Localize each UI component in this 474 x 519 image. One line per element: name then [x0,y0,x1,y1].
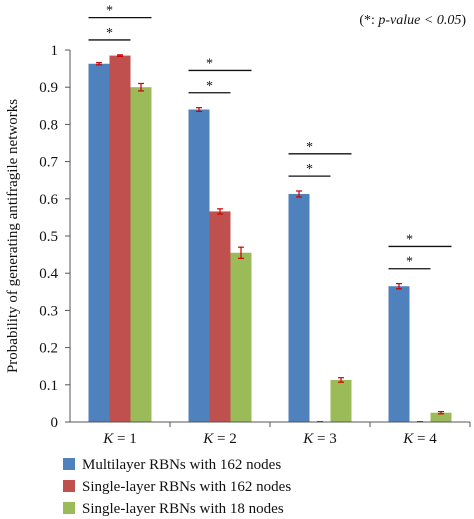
significance-star: * [106,4,113,19]
legend: Multilayer RBNs with 162 nodes Single-lay… [63,457,291,517]
significance-note: (*: p-value < 0.05) [359,13,466,28]
x-tick-label-var: K [102,431,114,447]
significance-star: * [406,255,413,270]
bar [430,412,452,422]
significance-star: * [206,79,213,94]
bar [388,286,410,422]
bar [188,109,210,423]
bars [88,55,452,423]
bar [209,211,231,422]
x-tick-label: K = 1 [102,431,136,447]
y-axis-title-group: Probability of generating antifragile ne… [5,99,21,373]
y-tick-label: 0.5 [39,229,58,245]
legend-swatch [63,458,75,470]
x-tick-label-var: K [202,431,214,447]
significance-star: * [106,26,113,41]
x-tick-label: K = 2 [202,431,236,447]
y-tick-label: 0 [51,415,59,431]
y-tick-label: 1 [51,43,59,59]
y-tick-label: 0.2 [39,341,58,357]
bar [288,193,310,422]
bar [330,379,352,422]
bar [130,87,152,422]
note-suffix: ) [461,13,466,28]
y-tick-label: 0.9 [39,80,58,96]
x-tick-label: K = 3 [302,431,336,447]
significance-star: * [406,232,413,247]
note-p-value: p-value < 0.05 [377,13,461,28]
significance-brackets: * * * * * * * * [88,4,452,270]
y-tick-label: 0.6 [39,192,58,208]
y-tick-label: 0.4 [39,266,58,282]
y-tick-label: 0.7 [39,155,58,171]
bar [88,63,110,422]
significance-star: * [306,162,313,177]
x-tick-label-value: = 2 [213,431,236,447]
legend-label: Single-layer RBNs with 162 nodes [82,479,291,495]
y-tick-label: 0.3 [39,303,58,319]
y-axis: 0 0.1 0.2 0.3 0.4 0.5 0.6 0.7 0.8 0.9 1 [39,43,71,431]
bar [230,252,252,422]
note-prefix: (*: [359,13,378,28]
significance-star: * [306,140,313,155]
legend-swatch [63,502,75,514]
x-tick-label-value: = 1 [113,431,136,447]
x-tick-label: K = 4 [402,431,437,447]
legend-swatch [63,480,75,492]
y-tick-label: 0.1 [39,378,58,394]
y-tick-label: 0.8 [39,117,58,133]
legend-label: Single-layer RBNs with 18 nodes [82,501,284,517]
x-tick-label-var: K [402,431,414,447]
significance-note-text: (*: p-value < 0.05) [359,13,466,28]
significance-star: * [206,56,213,71]
bar [109,55,131,423]
x-tick-label-value: = 4 [413,431,437,447]
legend-label: Multilayer RBNs with 162 nodes [82,457,281,473]
x-tick-label-var: K [302,431,314,447]
x-tick-label-value: = 3 [313,431,336,447]
y-axis-title: Probability of generating antifragile ne… [5,99,21,373]
error-bars [96,54,444,423]
